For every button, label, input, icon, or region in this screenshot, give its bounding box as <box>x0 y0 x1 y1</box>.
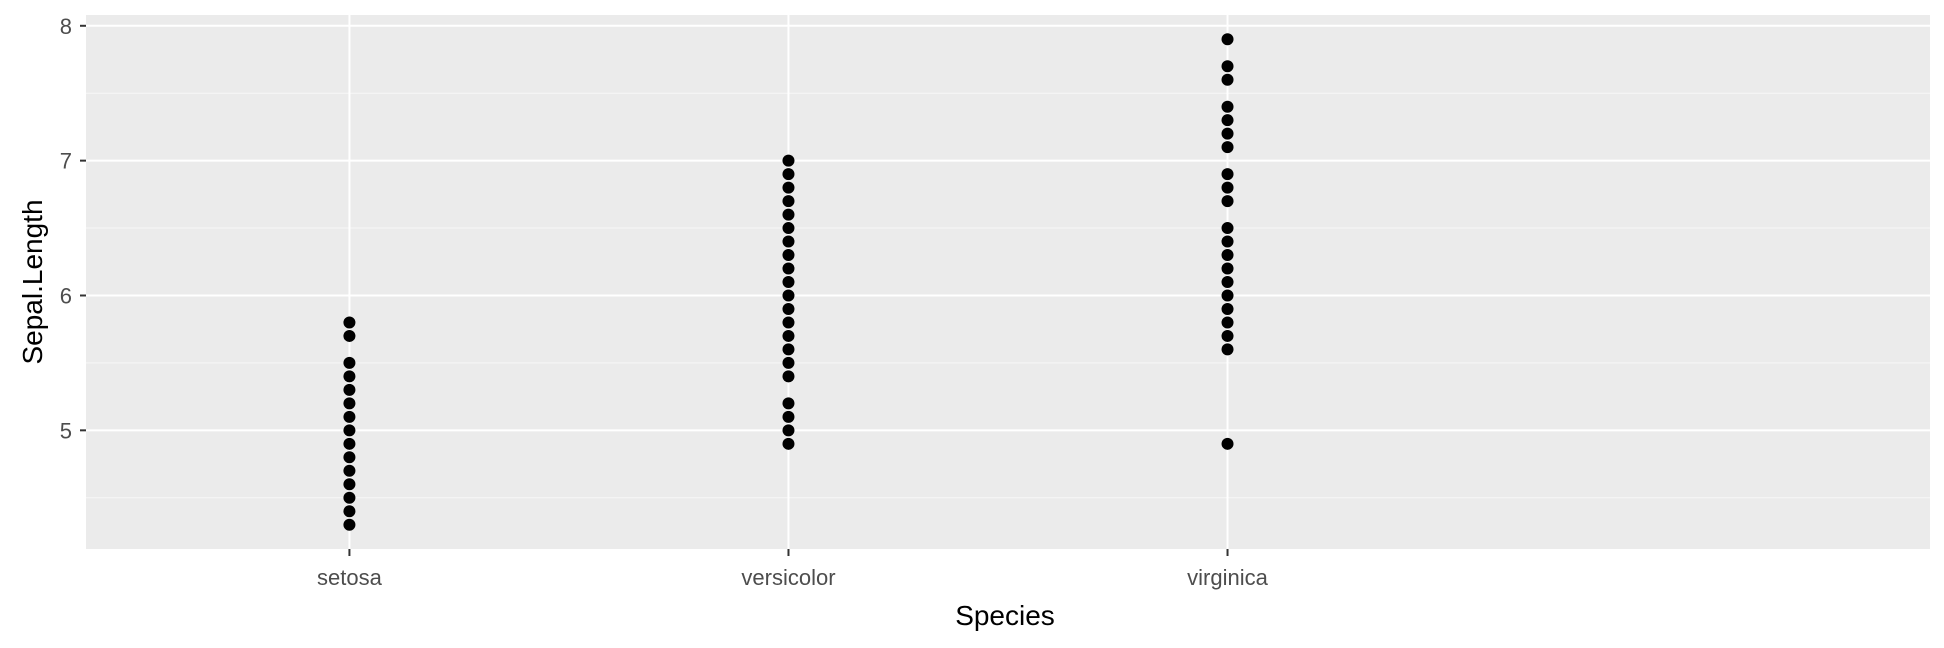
panel-background <box>86 15 1930 549</box>
x-axis-ticks: setosa versicolor virginica <box>317 549 1269 590</box>
data-point-virginica <box>1221 302 1234 315</box>
data-point-virginica <box>1221 249 1234 262</box>
data-point-versicolor <box>782 222 795 235</box>
y-axis-title: Sepal.Length <box>17 199 48 364</box>
data-point-versicolor <box>782 181 795 194</box>
x-tick-label: virginica <box>1187 565 1268 590</box>
data-point-versicolor <box>782 437 795 450</box>
y-tick-label: 8 <box>60 14 72 39</box>
data-point-setosa <box>343 316 356 329</box>
data-point-setosa <box>343 424 356 437</box>
x-tick-label: setosa <box>317 565 383 590</box>
data-point-versicolor <box>782 208 795 221</box>
data-point-setosa <box>343 478 356 491</box>
data-point-virginica <box>1221 127 1234 140</box>
data-point-virginica <box>1221 343 1234 356</box>
data-point-virginica <box>1221 235 1234 248</box>
data-point-virginica <box>1221 114 1234 127</box>
data-point-versicolor <box>782 329 795 342</box>
data-point-versicolor <box>782 195 795 208</box>
y-tick-label: 7 <box>60 149 72 174</box>
data-point-setosa <box>343 410 356 423</box>
x-axis-title: Species <box>955 600 1055 631</box>
y-axis-ticks: 5 6 7 8 <box>60 14 86 443</box>
data-point-versicolor <box>782 356 795 369</box>
data-point-virginica <box>1221 73 1234 86</box>
data-point-versicolor <box>782 424 795 437</box>
data-point-virginica <box>1221 195 1234 208</box>
data-point-virginica <box>1221 100 1234 113</box>
data-point-virginica <box>1221 181 1234 194</box>
data-point-virginica <box>1221 60 1234 73</box>
data-point-virginica <box>1221 276 1234 288</box>
y-tick-label: 6 <box>60 283 72 308</box>
data-point-virginica <box>1221 33 1234 46</box>
data-point-setosa <box>343 329 356 342</box>
data-point-setosa <box>343 505 356 518</box>
data-point-setosa <box>343 451 356 464</box>
data-point-virginica <box>1221 222 1234 235</box>
data-point-versicolor <box>782 276 795 288</box>
data-point-setosa <box>343 356 356 369</box>
data-point-setosa <box>343 518 356 531</box>
data-point-virginica <box>1221 262 1234 275</box>
data-point-setosa <box>343 397 356 410</box>
data-point-virginica <box>1221 329 1234 342</box>
data-point-setosa <box>343 437 356 450</box>
data-point-versicolor <box>782 410 795 423</box>
y-tick-label: 5 <box>60 418 72 443</box>
data-point-versicolor <box>782 397 795 410</box>
data-point-versicolor <box>782 289 795 302</box>
data-point-versicolor <box>782 302 795 315</box>
data-point-setosa <box>343 491 356 504</box>
data-point-virginica <box>1221 168 1234 181</box>
data-point-versicolor <box>782 154 795 167</box>
data-point-setosa <box>343 383 356 396</box>
data-point-setosa <box>343 464 356 477</box>
data-point-virginica <box>1221 316 1234 329</box>
data-point-versicolor <box>782 235 795 248</box>
data-point-versicolor <box>782 370 795 383</box>
data-point-versicolor <box>782 249 795 262</box>
data-point-versicolor <box>782 316 795 329</box>
data-point-setosa <box>343 370 356 383</box>
data-point-versicolor <box>782 168 795 181</box>
data-point-virginica <box>1221 289 1234 302</box>
data-point-virginica <box>1221 437 1234 450</box>
data-points <box>343 33 1234 531</box>
data-point-virginica <box>1221 141 1234 154</box>
x-tick-label: versicolor <box>741 565 835 590</box>
minor-gridlines <box>86 92 1930 499</box>
data-point-versicolor <box>782 262 795 275</box>
data-point-versicolor <box>782 343 795 356</box>
